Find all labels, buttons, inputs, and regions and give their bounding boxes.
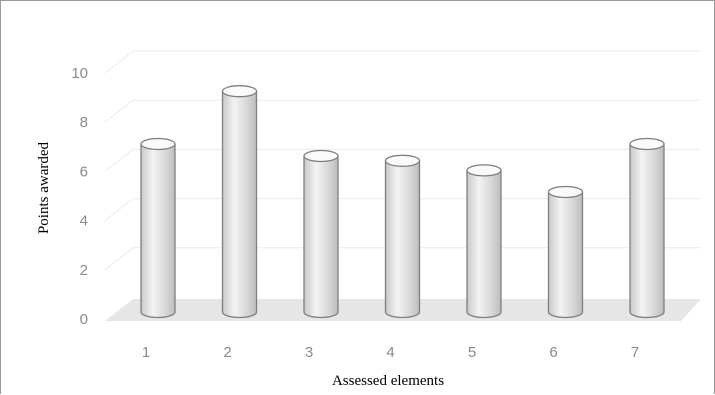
bar-body — [303, 155, 339, 319]
bar-top-cap — [629, 137, 665, 151]
x-tick-label: 6 — [549, 344, 557, 361]
x-axis-ticks: 1 2 3 4 5 6 7 — [142, 344, 639, 361]
x-tick-label: 4 — [386, 344, 394, 361]
bar-body — [629, 143, 665, 319]
bar-body — [547, 191, 584, 319]
gridline-diagonal — [104, 198, 134, 221]
x-tick-label: 2 — [223, 344, 231, 361]
y-tick-label: 4 — [80, 213, 88, 230]
y-tick-label: 8 — [80, 114, 88, 131]
bar-body — [384, 160, 421, 319]
y-tick-label: 6 — [80, 163, 88, 180]
bar-top-cap — [547, 185, 584, 199]
y-tick-label: 0 — [80, 311, 88, 328]
gridline-diagonal — [104, 247, 134, 271]
x-tick-label: 5 — [468, 344, 476, 361]
bar-body — [221, 90, 258, 319]
bars — [140, 85, 665, 319]
y-tick-label: 2 — [80, 262, 88, 279]
bar-top-cap — [466, 164, 502, 177]
bar-top-cap — [384, 154, 421, 167]
bar-top-cap — [221, 85, 258, 98]
y-tick-label: 10 — [71, 65, 88, 82]
bar-top-cap — [303, 149, 339, 163]
bar-body — [466, 169, 502, 319]
y-axis-title: Points awarded — [36, 141, 52, 234]
bar — [140, 137, 176, 319]
x-tick-label: 7 — [631, 344, 639, 361]
bar — [303, 149, 339, 319]
bar-top-cap — [140, 137, 176, 151]
bar — [629, 137, 665, 319]
gridline-diagonal — [104, 50, 134, 74]
x-tick-label: 1 — [142, 344, 150, 361]
gridline-diagonal — [104, 149, 134, 172]
x-tick-label: 3 — [305, 344, 313, 361]
bar — [466, 164, 502, 319]
y-axis-ticks: 0 2 4 6 8 10 — [71, 65, 88, 328]
bar-body — [140, 143, 176, 319]
bar — [384, 154, 421, 319]
gridline-diagonal — [104, 99, 134, 123]
x-axis-title: Assessed elements — [332, 373, 444, 389]
bar — [221, 85, 258, 319]
bar — [547, 185, 584, 319]
